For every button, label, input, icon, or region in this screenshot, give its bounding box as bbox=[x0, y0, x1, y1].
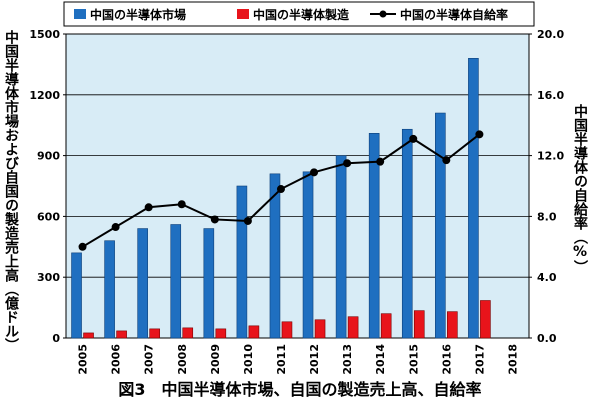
bar-market bbox=[335, 155, 347, 339]
line-point bbox=[78, 242, 87, 251]
y-right-tick-label: 12.0 bbox=[537, 150, 564, 163]
line-point bbox=[475, 130, 484, 139]
gridlines bbox=[66, 94, 529, 278]
bar-manufacturing bbox=[447, 311, 458, 339]
bars bbox=[71, 58, 491, 339]
x-tick-label: 2016 bbox=[440, 344, 453, 375]
x-tick-label: 2005 bbox=[77, 344, 90, 375]
y-left-tick-label: 900 bbox=[37, 150, 60, 163]
y-left-tick-label: 600 bbox=[37, 210, 60, 223]
legend-swatch bbox=[237, 9, 249, 19]
line-point bbox=[376, 157, 385, 166]
line-point bbox=[343, 159, 352, 168]
line-point bbox=[177, 200, 186, 209]
y-right-tick-label: 16.0 bbox=[537, 89, 564, 102]
bar-manufacturing bbox=[480, 300, 491, 339]
bar-market bbox=[71, 252, 82, 339]
bar-manufacturing bbox=[116, 330, 127, 339]
bar-market bbox=[468, 58, 479, 339]
y-left-tick-label: 0 bbox=[52, 332, 60, 345]
legend-label: 中国の半導体製造 bbox=[253, 7, 350, 22]
bar-manufacturing bbox=[83, 332, 94, 339]
self-sufficiency-line bbox=[78, 130, 484, 251]
y-right-tick-label: 8.0 bbox=[537, 210, 557, 223]
bar-manufacturing bbox=[182, 327, 194, 339]
line-point bbox=[111, 223, 120, 232]
x-tick-label: 2015 bbox=[407, 344, 420, 375]
bar-market bbox=[170, 224, 182, 339]
bar-market bbox=[269, 173, 281, 339]
x-tick-label: 2018 bbox=[506, 344, 519, 375]
x-tick-label: 2012 bbox=[308, 344, 321, 375]
y-left-tick-label: 300 bbox=[37, 271, 60, 284]
bar-manufacturing bbox=[413, 310, 425, 339]
bar-market bbox=[401, 128, 413, 339]
y-right-tick-label: 0.0 bbox=[537, 332, 557, 345]
x-tick-label: 2008 bbox=[176, 344, 189, 375]
line-point bbox=[144, 203, 153, 212]
bar-manufacturing bbox=[248, 325, 260, 339]
bar-market bbox=[302, 171, 314, 339]
x-tick-label: 2017 bbox=[473, 344, 486, 375]
line-point bbox=[409, 134, 418, 143]
bar-manufacturing bbox=[347, 316, 359, 339]
bar-market bbox=[104, 240, 115, 339]
bar-manufacturing bbox=[149, 328, 160, 339]
y-axis-left-label: 中国半導体市場および自国の製造売上高（億ドル） bbox=[3, 30, 19, 352]
x-tick-label: 2013 bbox=[341, 344, 354, 375]
y-right-tick-label: 20.0 bbox=[537, 28, 564, 41]
axes: 0 300 600 900 1200 1500 0.0 4.0 8.0 12.0 16.0 20.0 2… bbox=[29, 28, 564, 375]
x-tick-label: 2010 bbox=[242, 344, 255, 375]
x-tick-label: 2006 bbox=[110, 344, 123, 375]
line-point bbox=[442, 156, 451, 165]
bar-market bbox=[435, 112, 446, 339]
bar-manufacturing bbox=[380, 313, 392, 339]
legend-swatch-marker bbox=[379, 10, 387, 18]
line-point bbox=[276, 185, 285, 194]
line-point bbox=[210, 215, 219, 224]
y-left-tick-label: 1200 bbox=[29, 89, 60, 102]
bar-manufacturing bbox=[314, 319, 326, 339]
bar-manufacturing bbox=[215, 328, 227, 339]
x-tick-label: 2009 bbox=[209, 344, 222, 375]
y-right-tick-label: 4.0 bbox=[537, 271, 557, 284]
line-point bbox=[243, 216, 252, 225]
line-point bbox=[310, 168, 319, 177]
bar-market bbox=[137, 228, 148, 339]
legend: 中国の半導体市場 中国の半導体製造 中国の半導体自給率 bbox=[63, 1, 535, 27]
y-left-tick-label: 1500 bbox=[29, 28, 60, 41]
legend-box bbox=[63, 1, 535, 27]
figure-caption: 図3 中国半導体市場、自国の製造売上高、自給率 bbox=[118, 380, 482, 399]
bar-market bbox=[236, 185, 248, 339]
legend-label: 中国の半導体自給率 bbox=[400, 7, 508, 22]
x-tick-label: 2007 bbox=[143, 344, 156, 375]
x-tick-label: 2014 bbox=[374, 344, 387, 375]
legend-swatch bbox=[74, 9, 86, 19]
bar-manufacturing bbox=[281, 321, 293, 339]
y-axis-right-label: 中国半導体の自給率（%） bbox=[572, 104, 588, 274]
legend-label: 中国の半導体市場 bbox=[90, 7, 186, 22]
bar-market bbox=[203, 228, 215, 339]
bar-market bbox=[368, 133, 380, 339]
x-tick-label: 2011 bbox=[275, 344, 288, 375]
plot-area bbox=[65, 33, 530, 339]
